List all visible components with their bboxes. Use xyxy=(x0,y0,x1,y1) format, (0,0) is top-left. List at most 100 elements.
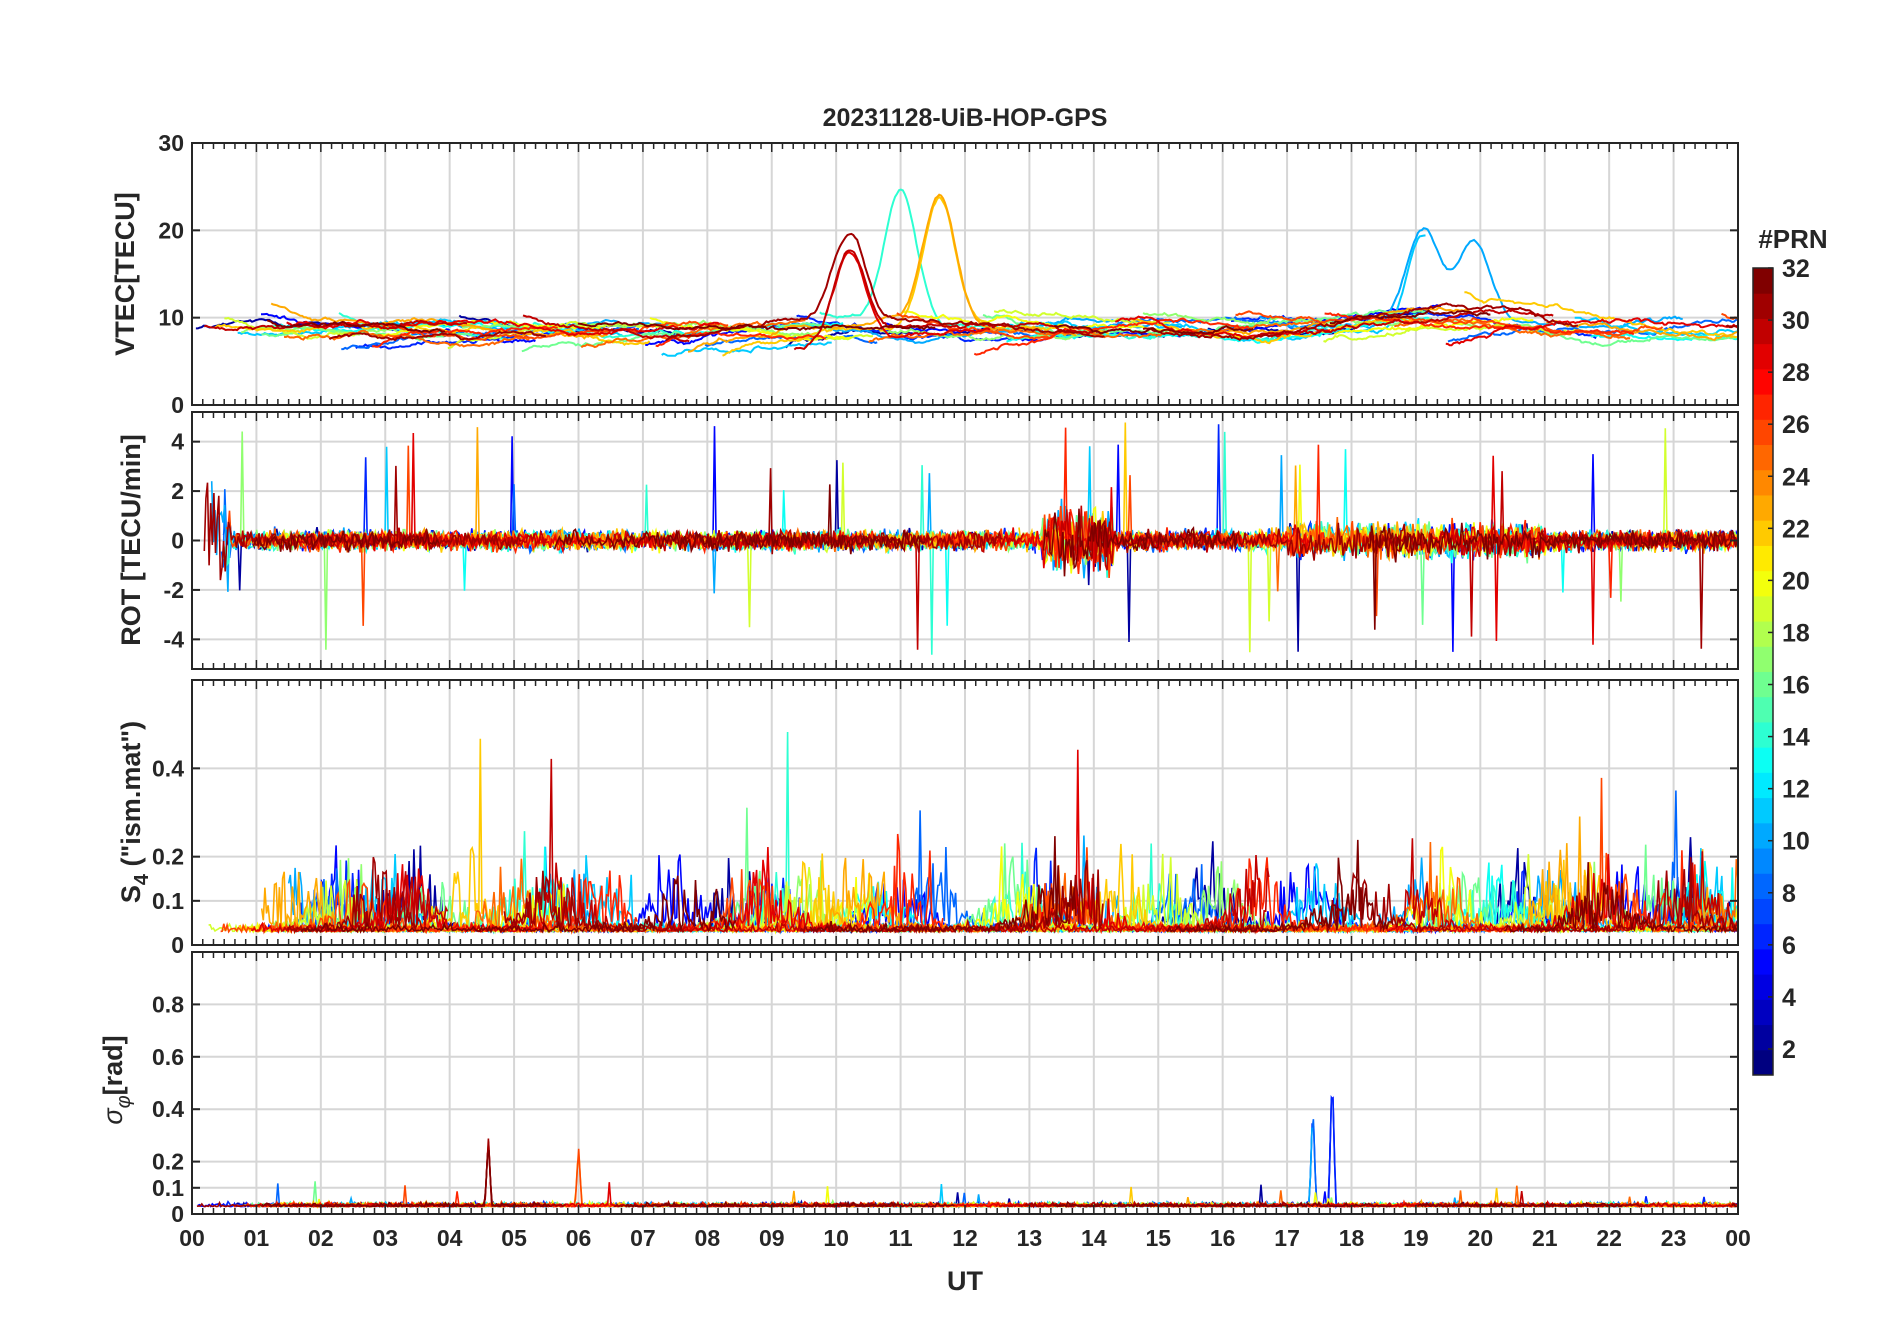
x-tick-label: 17 xyxy=(1274,1225,1300,1251)
x-tick-label: 15 xyxy=(1145,1225,1171,1251)
sigma-phi-series-line xyxy=(1731,1203,1737,1208)
vtec-series-line xyxy=(819,188,1196,341)
x-tick-label: 19 xyxy=(1403,1225,1429,1251)
colorbar-segment xyxy=(1753,419,1773,446)
rot-series-line xyxy=(553,484,926,555)
sigma-phi-series-line xyxy=(1128,1096,1379,1209)
x-tick-label: 08 xyxy=(695,1225,721,1251)
colorbar-segment xyxy=(1753,1049,1773,1076)
colorbar-segment xyxy=(1753,948,1773,975)
y-tick-label: 4 xyxy=(171,429,184,455)
vtec-series-line xyxy=(374,320,729,342)
vtec-series-line xyxy=(522,314,690,343)
colorbar-segment xyxy=(1753,974,1773,1000)
colorbar-segment xyxy=(1753,394,1773,420)
colorbar-segment xyxy=(1753,822,1773,849)
colorbar-segment xyxy=(1753,747,1773,773)
rot-series-line xyxy=(203,465,522,581)
x-tick-label: 05 xyxy=(501,1225,527,1251)
colorbar-segment xyxy=(1753,570,1773,597)
colorbar-segment xyxy=(1753,797,1773,824)
x-tick-label: 11 xyxy=(888,1225,913,1251)
x-tick-label: 03 xyxy=(372,1225,398,1251)
s4-series-line xyxy=(300,875,737,935)
x-tick-label: 10 xyxy=(823,1225,849,1251)
colorbar-segment xyxy=(1753,646,1773,672)
vtec-series-line xyxy=(793,249,1099,351)
vtec-series-line xyxy=(1725,324,1738,329)
colorbar-segment xyxy=(1753,898,1773,925)
x-tick-label: 16 xyxy=(1210,1225,1236,1251)
vtec-series-line xyxy=(203,319,468,332)
colorbar-segment xyxy=(1753,368,1773,395)
colorbar-tick-label: 26 xyxy=(1782,411,1810,439)
colorbar-segment xyxy=(1753,520,1773,546)
colorbar-tick-label: 6 xyxy=(1782,932,1796,960)
y-tick-label: 0.2 xyxy=(152,844,184,870)
vtec-series-line xyxy=(1546,320,1738,341)
vtec-series-line xyxy=(722,195,1110,357)
y-tick-label: 0 xyxy=(171,1201,184,1227)
vtec-series-line xyxy=(283,329,530,348)
vtec-series-line xyxy=(328,330,547,342)
x-tick-label: 01 xyxy=(244,1225,270,1251)
s4-series-line xyxy=(1400,838,1633,934)
x-tick-label: 00 xyxy=(1725,1225,1751,1251)
y-tick-label: 2 xyxy=(171,478,184,504)
x-tick-label: 07 xyxy=(630,1225,656,1251)
y-tick-label: 0.2 xyxy=(152,1149,184,1175)
colorbar-tick-label: 8 xyxy=(1782,880,1796,908)
colorbar-title: #PRN xyxy=(1758,224,1827,254)
x-tick-label: 12 xyxy=(952,1225,978,1251)
colorbar-segment xyxy=(1753,318,1773,345)
colorbar-segment xyxy=(1753,772,1773,799)
colorbar-tick-label: 28 xyxy=(1782,359,1810,387)
colorbar-tick-label: 20 xyxy=(1782,567,1810,595)
colorbar-tick-label: 24 xyxy=(1782,463,1810,491)
vtec-series-line xyxy=(1257,308,1554,337)
vtec-series-line xyxy=(1536,330,1737,348)
vtec-series-line xyxy=(1142,302,1579,342)
y-tick-label: 0.1 xyxy=(152,888,184,914)
vtec-series-line xyxy=(1464,291,1738,339)
x-tick-label: 22 xyxy=(1596,1225,1622,1251)
x-tick-label: 06 xyxy=(566,1225,592,1251)
sigma-phi-series-line xyxy=(196,1138,566,1208)
sigma-phi-series-line xyxy=(256,1157,626,1209)
colorbar-segment xyxy=(1753,469,1773,496)
sigma-phi-series-line xyxy=(261,1150,551,1208)
vtec-series-line xyxy=(1329,309,1491,325)
x-tick-label: 20 xyxy=(1468,1225,1494,1251)
colorbar-segment xyxy=(1753,621,1773,647)
vtec-series-line xyxy=(973,317,1249,356)
colorbar-segment xyxy=(1753,671,1773,698)
y-tick-label: 0.8 xyxy=(152,991,184,1017)
vtec-series-line xyxy=(824,251,991,339)
colorbar-segment xyxy=(1753,923,1773,950)
y-tick-label: 0.1 xyxy=(152,1175,184,1201)
s4-series-line xyxy=(809,836,1077,934)
y-tick-label: 0.4 xyxy=(152,755,184,781)
colorbar-tick-label: 10 xyxy=(1782,828,1810,856)
colorbar-segment xyxy=(1753,444,1773,471)
y-tick-label: 10 xyxy=(158,305,184,331)
vtec-series-line xyxy=(286,318,720,337)
s4-series-line xyxy=(799,860,1104,934)
vtec-series-line xyxy=(224,316,360,340)
y-tick-label: 0 xyxy=(171,932,184,958)
panel-rot: -4 -2 0 2 4 ROT [TECU/min] xyxy=(116,411,1739,670)
y-tick-label: -2 xyxy=(164,577,184,603)
s4-series-line xyxy=(723,853,955,934)
colorbar-segment xyxy=(1753,343,1773,370)
s4-series-line xyxy=(1175,871,1451,935)
colorbar-segment xyxy=(1753,873,1773,899)
vtec-series-line xyxy=(577,320,936,332)
colorbar-tick-label: 4 xyxy=(1782,984,1796,1012)
colorbar-tick-label: 32 xyxy=(1782,255,1810,283)
rot-series-line xyxy=(1367,522,1738,630)
rot-series-line xyxy=(1042,508,1238,577)
s4-series-line xyxy=(657,846,841,933)
sigma-phi-series-line xyxy=(293,1141,707,1208)
colorbar-tick-label: 14 xyxy=(1782,724,1810,752)
